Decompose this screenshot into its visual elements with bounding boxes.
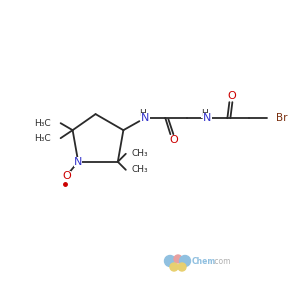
- Text: H₃C: H₃C: [34, 119, 51, 128]
- Circle shape: [179, 256, 191, 266]
- Text: N: N: [74, 157, 82, 167]
- Text: O: O: [169, 135, 178, 145]
- Text: H: H: [139, 109, 146, 118]
- Text: CH₃: CH₃: [132, 149, 148, 158]
- Text: O: O: [62, 171, 71, 181]
- Text: N: N: [141, 113, 150, 123]
- Text: Br: Br: [276, 113, 288, 123]
- Text: .com: .com: [212, 257, 230, 266]
- Circle shape: [178, 263, 186, 271]
- Text: Chem: Chem: [192, 257, 216, 266]
- Text: CH₃: CH₃: [132, 165, 148, 174]
- Text: O: O: [227, 91, 236, 101]
- Circle shape: [174, 255, 182, 263]
- Circle shape: [170, 263, 178, 271]
- Text: H₃C: H₃C: [34, 134, 51, 143]
- Circle shape: [164, 256, 175, 266]
- Text: N: N: [203, 113, 212, 123]
- Text: H: H: [201, 109, 208, 118]
